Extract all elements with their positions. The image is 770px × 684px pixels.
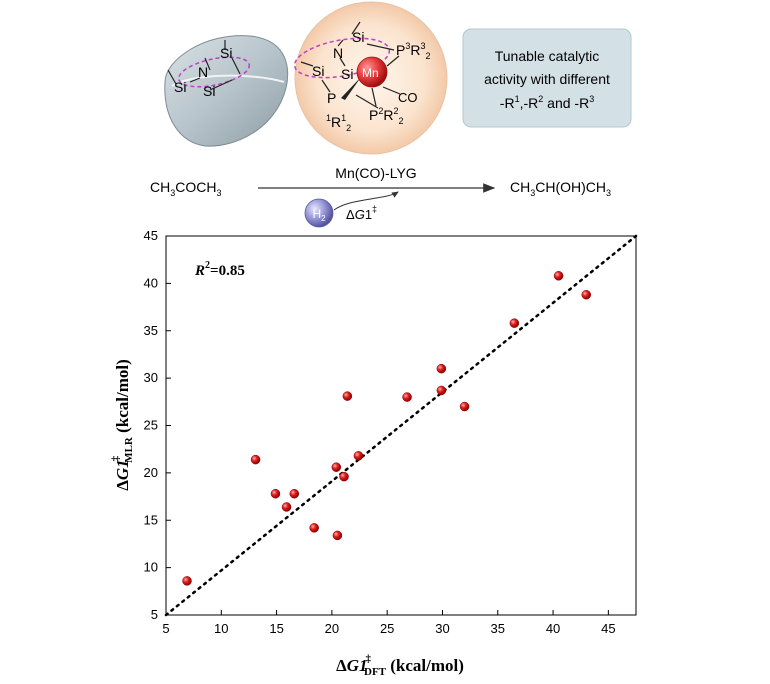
reaction-scheme: CH3COCH3 Mn(CO)-LYG CH3CH(OH)CH3 H2 ΔG1‡ xyxy=(150,165,611,228)
mn-complex-illustration: Mn Si N Si Si P3R32 P CO P2R22 1R12 xyxy=(293,1,448,155)
y-tick-label: 25 xyxy=(144,418,158,433)
fit-line xyxy=(164,234,638,617)
h2-ball xyxy=(304,198,334,228)
data-point xyxy=(553,271,564,281)
y-tick-label: 40 xyxy=(144,275,158,290)
bowl-si-3: Si xyxy=(203,83,215,99)
reactant: CH3COCH3 xyxy=(150,179,222,198)
complex-si-1: Si xyxy=(352,29,364,45)
data-point xyxy=(353,451,364,461)
y-axis: 5 10 15 20 25 30 35 40 45 xyxy=(144,228,171,622)
data-point xyxy=(342,391,353,401)
x-axis-label: ΔG1‡ DFT (kcal/mol) xyxy=(336,653,464,678)
data-points xyxy=(182,271,591,586)
x-tick-label: 40 xyxy=(546,621,560,636)
delta-g1-scheme: ΔG1‡ xyxy=(346,204,377,222)
x-tick-label: 15 xyxy=(269,621,283,636)
tunable-box: Tunable catalytic activity with differen… xyxy=(462,28,632,128)
data-point xyxy=(332,530,343,541)
data-point xyxy=(289,488,300,499)
x-tick-label: 45 xyxy=(601,621,615,636)
data-point xyxy=(459,401,470,412)
complex-r1: 1R12 xyxy=(326,113,351,133)
y-tick-label: 20 xyxy=(144,465,158,480)
bowl-si-2: Si xyxy=(174,79,186,95)
data-point xyxy=(250,454,261,465)
data-point xyxy=(281,502,292,512)
h2-arrow xyxy=(333,191,399,211)
y-tick-label: 35 xyxy=(144,323,158,338)
data-point xyxy=(182,576,192,586)
complex-si-2: Si xyxy=(312,63,324,79)
x-axis: 5 10 15 20 25 30 35 40 45 xyxy=(162,610,616,636)
data-point xyxy=(509,318,520,328)
data-point xyxy=(309,523,319,533)
catalyst-label: Mn(CO)-LYG xyxy=(335,165,416,181)
x-tick-label: 35 xyxy=(491,621,505,636)
data-point xyxy=(436,385,447,396)
complex-co: CO xyxy=(398,90,418,105)
complex-si-3: Si xyxy=(341,66,353,82)
y-tick-label: 15 xyxy=(144,512,158,527)
tunable-line-2: activity with different xyxy=(484,71,610,87)
x-tick-label: 25 xyxy=(380,621,394,636)
y-tick-label: 45 xyxy=(144,228,158,243)
product: CH3CH(OH)CH3 xyxy=(510,179,611,198)
complex-p3r3: P3R32 xyxy=(396,41,431,61)
tunable-line-1: Tunable catalytic xyxy=(495,48,600,64)
tunable-line-3: -R1,-R2 and -R3 xyxy=(500,94,594,111)
data-point xyxy=(270,488,281,499)
complex-p1: P xyxy=(327,90,336,106)
scatter-chart: 5 10 15 20 25 30 35 40 45 5 10 15 20 25 30 35 40 45 R2=0… xyxy=(110,228,638,678)
data-point xyxy=(402,392,412,402)
x-tick-label: 5 xyxy=(162,621,169,636)
y-axis-label: ΔG1‡MLR (kcal/mol) xyxy=(110,359,135,491)
complex-n: N xyxy=(333,45,343,61)
r2-annotation: R2=0.85 xyxy=(194,260,245,279)
x-tick-label: 20 xyxy=(325,621,339,636)
complex-p2r2: P2R22 xyxy=(369,106,404,126)
mn-label: Mn xyxy=(362,66,379,80)
bowl-illustration: Si N Si Si xyxy=(164,35,289,147)
data-point xyxy=(339,471,349,482)
bowl-si-1: Si xyxy=(220,45,232,61)
data-point xyxy=(331,462,342,472)
y-tick-label: 10 xyxy=(144,560,158,575)
y-tick-label: 30 xyxy=(144,370,158,385)
data-point xyxy=(581,289,591,300)
x-tick-label: 30 xyxy=(435,621,449,636)
h2-label: H2 xyxy=(312,207,326,223)
bowl-n: N xyxy=(198,64,208,80)
y-tick-label: 5 xyxy=(151,607,158,622)
x-tick-label: 10 xyxy=(214,621,228,636)
data-point xyxy=(436,363,447,374)
